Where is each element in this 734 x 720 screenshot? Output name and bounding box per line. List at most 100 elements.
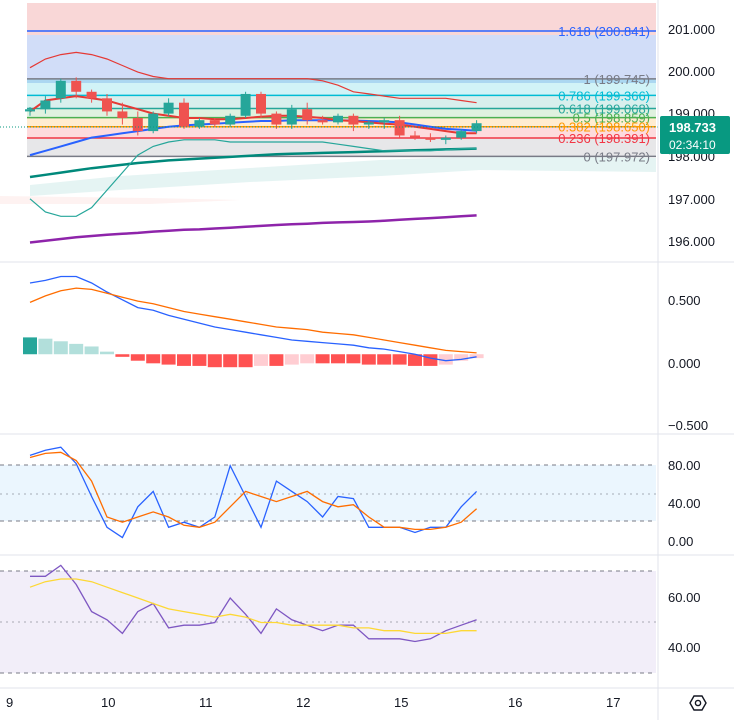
price-axis-label: 201.000: [668, 22, 715, 37]
candle-body: [55, 80, 66, 99]
fib-level-label: 0.786 (199.366): [558, 88, 650, 103]
stochastic-axis-label: 80.00: [668, 458, 701, 473]
macd-histogram-bar: [361, 354, 376, 365]
macd-histogram-bar: [300, 354, 315, 364]
settings-icon-shape: [689, 695, 707, 711]
fib-level-label: 1.618 (200.841): [558, 24, 650, 39]
candle-body: [410, 135, 420, 138]
macd-histogram-bar: [238, 354, 253, 368]
candle-body: [25, 109, 35, 112]
price-axis-label: 196.000: [668, 234, 715, 249]
rsi-pane[interactable]: [0, 564, 656, 674]
fib-level-label: 0.382 (198.650): [558, 120, 650, 135]
rsi-axis-label: 60.00: [668, 590, 701, 605]
fib-band: [27, 108, 656, 118]
candle-body: [317, 120, 328, 123]
rsi-band: [0, 571, 656, 673]
stochastic-axis[interactable]: 80.00 40.00 0.00: [668, 458, 701, 549]
macd-axis-label: 0.000: [668, 356, 701, 371]
candle-body: [256, 93, 266, 114]
candle-body: [86, 91, 97, 99]
macd-histogram-bar: [223, 354, 238, 368]
fib-level-label: 1 (199.745): [584, 72, 651, 87]
fib-labels: 1.618 (200.841) 1 (199.745)0.786 (199.366…: [558, 24, 650, 164]
time-axis[interactable]: 9 10 11 12 15 16 17: [6, 695, 620, 710]
candle-body: [394, 120, 405, 136]
candle-body: [471, 123, 482, 132]
date-label: 10: [101, 695, 115, 710]
macd-histogram-bar: [254, 354, 268, 366]
candle-body: [271, 113, 282, 125]
candle-body: [456, 131, 467, 138]
fib-zone-top-red: [27, 3, 656, 35]
macd-histogram-bar: [192, 354, 207, 366]
candle-body: [363, 122, 374, 125]
macd-histogram-bar: [346, 354, 361, 364]
macd-histogram-bar: [100, 351, 114, 355]
macd-histogram-bar: [130, 354, 145, 361]
macd-histogram-bar: [207, 354, 222, 368]
fib-band: [27, 126, 656, 139]
price-pane[interactable]: [0, 3, 658, 244]
macd-histogram-bar: [38, 338, 53, 355]
rsi-series-line: [29, 578, 477, 635]
candle-body: [240, 93, 251, 116]
candle-body: [209, 120, 220, 125]
fib-level-label: 0.5 (198.859): [573, 111, 650, 126]
rsi-axis[interactable]: 60.00 40.00: [668, 590, 701, 655]
date-label: 11: [199, 695, 213, 710]
candle-body: [225, 115, 236, 125]
candle-body: [163, 102, 174, 114]
ichimoku-cloud: [0, 156, 656, 204]
stochastic-axis-label: 0.00: [668, 534, 693, 549]
date-label: 9: [6, 695, 13, 710]
stochastic-series-line: [29, 451, 478, 531]
macd-axis-label: 0.500: [668, 293, 701, 308]
macd-histogram-bar: [84, 346, 99, 355]
stochastic-axis-label: 40.00: [668, 496, 701, 511]
macd-histogram-bar: [146, 354, 161, 364]
price-series-line: [29, 139, 477, 217]
rsi-series-line: [30, 564, 477, 643]
macd-histogram-bar: [177, 354, 191, 366]
current-price-tag-bg: [660, 116, 730, 154]
fib-level-label: 0.236 (198.391): [558, 131, 650, 146]
price-axis-label: 197.000: [668, 192, 715, 207]
fib-levels: [27, 30, 656, 158]
candle-body: [440, 137, 451, 140]
macd-histogram-bar: [469, 354, 484, 359]
stochastic-pane[interactable]: [0, 446, 656, 539]
candle-body: [286, 109, 297, 125]
price-axis[interactable]: 201.000 200.000 199.000 198.000 197.000 …: [668, 22, 715, 249]
macd-pane[interactable]: [23, 275, 484, 368]
macd-histogram-bar: [284, 354, 299, 365]
candle-body: [102, 98, 112, 112]
settings-icon[interactable]: [689, 695, 707, 711]
macd-histogram-bar: [115, 354, 130, 357]
macd-histogram-bar: [269, 354, 284, 366]
date-label: 12: [296, 695, 310, 710]
macd-histogram-bar: [315, 354, 330, 364]
candle-body: [148, 113, 159, 132]
candle-body: [71, 80, 82, 92]
candle-body: [194, 120, 205, 127]
macd-series-line: [29, 275, 477, 362]
candle-body: [348, 115, 359, 125]
cloud-area-red: [0, 196, 240, 204]
settings-icon-center: [694, 699, 702, 707]
candle-body: [132, 117, 143, 132]
fib-zone-blue: [27, 35, 656, 83]
date-label: 15: [394, 695, 408, 710]
macd-histogram-bar: [392, 354, 407, 365]
macd-axis[interactable]: 0.500 0.000 −0.500: [668, 293, 708, 433]
fib-level-label: 0.618 (199.068): [558, 101, 650, 116]
macd-histogram-bar: [438, 354, 453, 365]
candle-body: [333, 115, 343, 123]
macd-histogram-bar: [161, 354, 176, 365]
macd-series-line: [29, 287, 477, 354]
macd-histogram-bar: [377, 354, 392, 365]
price-series-line: [29, 214, 477, 244]
macd-histogram-bar: [331, 354, 345, 364]
stochastic-band: [0, 465, 656, 521]
